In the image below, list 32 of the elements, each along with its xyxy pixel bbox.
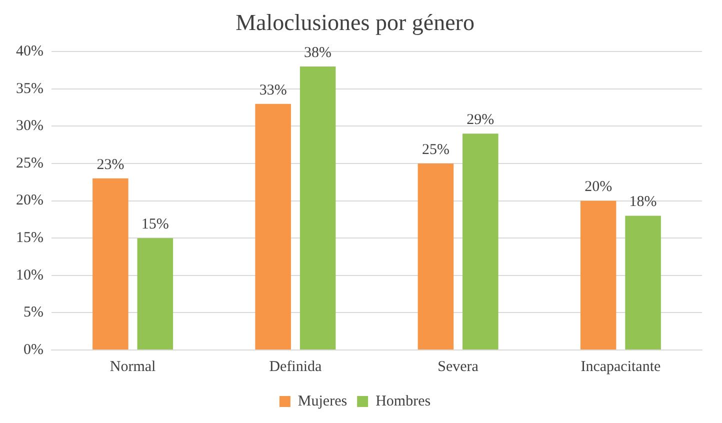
y-tick-label: 15% bbox=[16, 230, 44, 246]
y-tick-label: 25% bbox=[16, 155, 44, 172]
x-tick-label: Normal bbox=[110, 358, 156, 375]
data-label: 18% bbox=[629, 194, 657, 210]
x-tick-label: Severa bbox=[438, 358, 479, 375]
y-tick-label: 40% bbox=[16, 44, 44, 60]
legend-label: Hombres bbox=[376, 393, 431, 410]
data-label: 38% bbox=[304, 44, 332, 61]
bar bbox=[418, 164, 454, 350]
chart-title: Maloclusiones por género bbox=[236, 10, 474, 35]
bar bbox=[92, 178, 128, 350]
y-tick-label: 30% bbox=[16, 118, 44, 134]
data-label: 20% bbox=[584, 179, 612, 196]
y-tick-label: 35% bbox=[16, 80, 44, 97]
data-label: 29% bbox=[466, 112, 494, 128]
y-tick-label: 10% bbox=[16, 267, 44, 284]
bar bbox=[137, 238, 174, 350]
x-tick-label: Definida bbox=[269, 358, 322, 375]
bar bbox=[255, 104, 291, 350]
y-tick-label: 5% bbox=[23, 304, 44, 321]
bar bbox=[462, 134, 498, 350]
data-label: 23% bbox=[96, 156, 124, 173]
bar bbox=[300, 66, 336, 350]
data-label: 15% bbox=[141, 216, 169, 233]
data-label: 25% bbox=[422, 142, 450, 158]
y-tick-label: 0% bbox=[23, 342, 44, 358]
x-tick-label: Incapacitante bbox=[580, 358, 661, 375]
y-tick-label: 20% bbox=[16, 192, 44, 209]
bar bbox=[625, 216, 661, 350]
legend-label: Mujeres bbox=[298, 393, 348, 410]
data-label: 33% bbox=[259, 82, 287, 98]
bar bbox=[580, 200, 616, 350]
